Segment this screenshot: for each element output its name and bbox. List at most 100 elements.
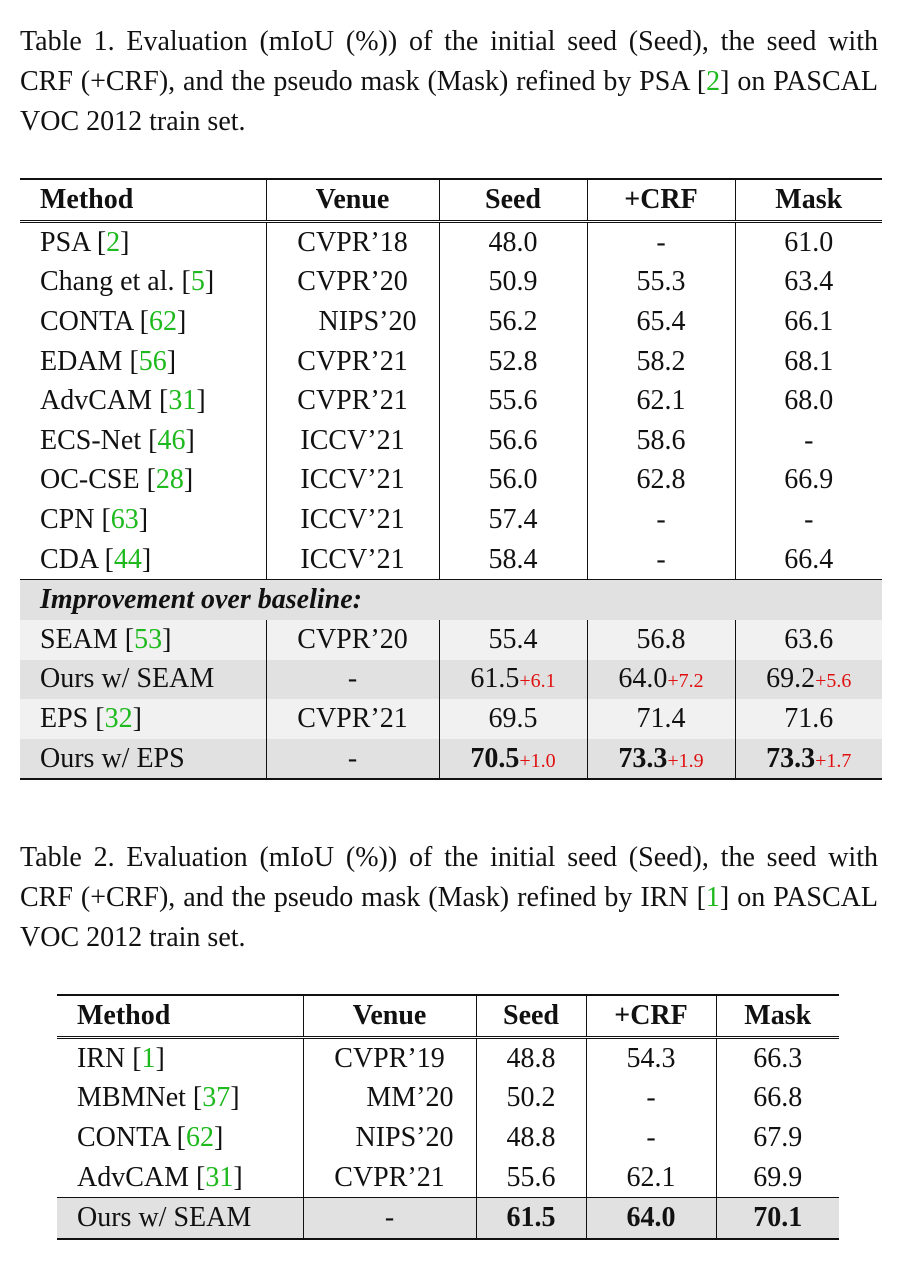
method-cell: SEAM [53] (20, 619, 267, 660)
venue-cell: CVPR’21 (266, 381, 440, 421)
citation-link[interactable]: 1 (705, 882, 720, 913)
method-cell: IRN [1] (57, 1037, 304, 1079)
crf-value: 64.0 (618, 663, 668, 695)
table-row: EPS [32] CVPR’21 69.5 71.4 71.6 (20, 699, 882, 739)
header-seed: Seed (476, 995, 587, 1038)
method-name: OC-CSE [ (40, 464, 156, 496)
citation-link[interactable]: 2 (706, 66, 721, 97)
crf-delta: +1.9 (667, 749, 704, 772)
mask-delta: +1.7 (815, 749, 852, 772)
mask-cell: 61.0 (784, 226, 834, 258)
section-label: Improvement over baseline: (20, 579, 882, 620)
crf-cell: - (586, 1118, 717, 1158)
table-row: Ours w/ SEAM -61.5 64.0 70.1 (57, 1197, 839, 1239)
venue-cell: CVPR’21 (266, 699, 440, 739)
mask-cell: 67.9 (753, 1121, 803, 1153)
citation-link[interactable]: 28 (155, 464, 184, 496)
citation-link[interactable]: 31 (205, 1161, 234, 1193)
method-name: CPN [ (40, 503, 111, 535)
bracket: ] (120, 226, 130, 258)
method-name: EPS [ (40, 702, 105, 734)
citation-link[interactable]: 44 (113, 543, 142, 575)
bracket: ] (166, 345, 177, 377)
citation-link[interactable]: 62 (185, 1121, 214, 1153)
method-name: AdvCAM [ (77, 1161, 206, 1193)
venue-cell: - (266, 738, 440, 780)
mask-cell: 66.8 (753, 1082, 803, 1114)
mask-cell: 66.3 (753, 1042, 803, 1074)
mask-cell: 69.9 (753, 1161, 803, 1193)
caption2-text-end: ] on PASCAL VOC 2012 train set. (20, 882, 878, 953)
table-row: AdvCAM [31] CVPR’21 55.6 62.1 69.9 (57, 1157, 839, 1198)
crf-cell: 65.4 (587, 302, 736, 342)
seed-cell: 56.2 (439, 302, 588, 342)
table-row: SEAM [53] CVPR’20 55.4 56.8 63.6 (20, 619, 882, 660)
mask-cell: 69.2+5.6 (735, 659, 882, 700)
citation-link[interactable]: 53 (134, 623, 163, 655)
seed-cell: 55.6 (476, 1157, 587, 1198)
citation-link[interactable]: 46 (157, 424, 186, 456)
mask-cell: 71.6 (735, 699, 882, 739)
citation-link[interactable]: 37 (202, 1082, 231, 1114)
seed-cell: 56.6 (439, 420, 588, 461)
citation-link[interactable]: 5 (190, 266, 205, 298)
method-name: ECS-Net [ (40, 424, 158, 456)
seed-cell: 57.4 (439, 500, 588, 540)
seed-cell: 55.6 (439, 381, 588, 421)
bracket: ] (230, 1082, 240, 1114)
table-row: CPN [63] ICCV’21 57.4- - (20, 500, 882, 540)
header-crf: +CRF (586, 995, 717, 1038)
method-cell: Ours w/ EPS (20, 738, 267, 780)
citation-link[interactable]: 56 (138, 345, 167, 377)
table-row: OC-CSE [28] ICCV’21 56.0 62.8 66.9 (20, 460, 882, 501)
table-row: MBMNet [37] MM’20 50.2-66.8 (57, 1078, 839, 1119)
venue-cell: CVPR’18 (266, 221, 440, 263)
venue-cell: - (303, 1197, 477, 1239)
seed-cell: 56.0 (439, 460, 588, 501)
table-row: Ours w/ SEAM -61.5+6.1 64.0+7.2 69.2+5.6 (20, 659, 882, 700)
citation-link[interactable]: 1 (141, 1042, 156, 1074)
mask-value: 73.3 (766, 742, 816, 774)
table1: Method Venue Seed +CRF Mask PSA [2] CVPR’… (20, 178, 882, 780)
caption2-text: Table 2. Evaluation (mIoU (%)) of the in… (20, 842, 878, 913)
method-cell: MBMNet [37] (57, 1078, 304, 1119)
citation-link[interactable]: 63 (110, 503, 139, 535)
mask-cell: 73.3+1.7 (735, 738, 882, 780)
method-name: Chang et al. [ (40, 266, 191, 298)
crf-cell: 62.8 (587, 460, 736, 501)
method-cell: CPN [63] (20, 500, 267, 540)
citation-link[interactable]: 32 (104, 702, 133, 734)
bracket: ] (138, 503, 149, 535)
method-cell: PSA [2] (20, 221, 267, 263)
citation-link[interactable]: 31 (168, 385, 197, 417)
venue-cell: CVPR’20 (266, 619, 440, 660)
crf-cell: 62.1 (586, 1157, 717, 1198)
crf-cell: 55.3 (587, 262, 736, 303)
venue-cell: CVPR’19 (303, 1037, 477, 1079)
venue-cell: NIPS’20 (266, 302, 440, 342)
method-name: CDA [ (40, 543, 114, 575)
header-method: Method (20, 179, 267, 222)
method-name: AdvCAM [ (40, 385, 169, 417)
venue-cell: ICCV’21 (266, 500, 440, 540)
venue-cell: MM’20 (303, 1078, 477, 1119)
crf-cell: 73.3+1.9 (587, 738, 736, 780)
method-cell: Chang et al. [5] (20, 262, 267, 303)
table-row: PSA [2] CVPR’18 48.0-61.0 (20, 221, 882, 263)
citation-link[interactable]: 62 (148, 305, 177, 337)
table-row: AdvCAM [31] CVPR’21 55.6 62.1 68.0 (20, 381, 882, 421)
mask-cell: 70.1 (716, 1197, 839, 1239)
citation-link[interactable]: 2 (106, 226, 121, 258)
method-cell: Ours w/ SEAM (20, 659, 267, 700)
header-method: Method (57, 995, 304, 1038)
seed-cell: 48.8 (476, 1037, 587, 1079)
venue-cell: CVPR’21 (303, 1157, 477, 1198)
seed-cell: 48.8 (476, 1118, 587, 1158)
mask-cell: 68.1 (784, 345, 834, 377)
mask-delta: +5.6 (815, 670, 852, 693)
crf-cell: 62.1 (587, 381, 736, 421)
crf-cell: 64.0 (586, 1197, 717, 1239)
bracket: ] (233, 1161, 243, 1193)
venue-cell: CVPR’21 (266, 341, 440, 382)
seed-cell: 70.5+1.0 (439, 738, 588, 780)
